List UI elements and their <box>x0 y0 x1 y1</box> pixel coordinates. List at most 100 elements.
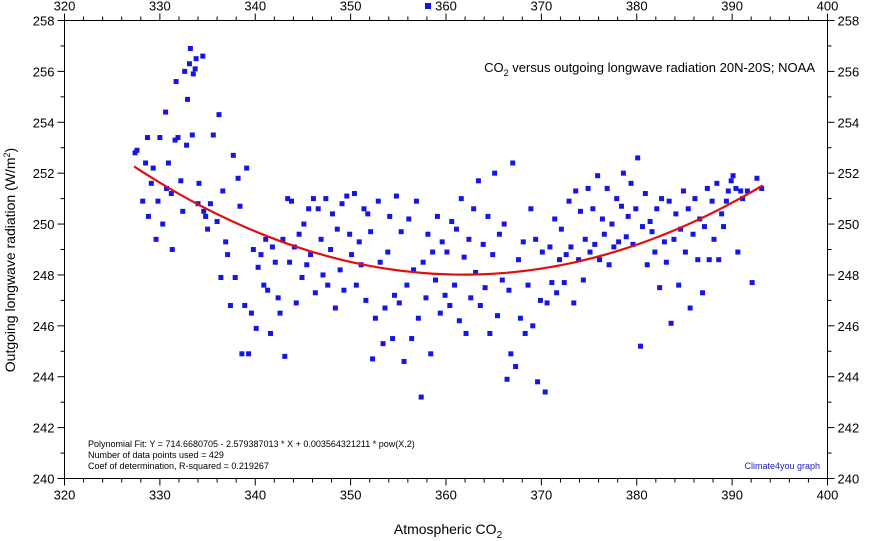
data-point <box>164 185 170 191</box>
data-point <box>172 137 178 143</box>
data-point <box>623 234 629 240</box>
data-points-count-label: Number of data points used = 429 <box>88 450 224 460</box>
data-point <box>365 211 371 217</box>
data-point <box>285 196 291 202</box>
data-point <box>661 239 667 245</box>
data-point <box>382 305 388 311</box>
y-tick-label-right: 244 <box>838 370 860 385</box>
y-tick-label-left: 258 <box>33 14 55 29</box>
data-point <box>299 274 305 280</box>
data-point <box>153 236 159 242</box>
data-point <box>576 257 582 263</box>
data-point <box>725 188 731 194</box>
data-point <box>711 236 717 242</box>
data-point <box>499 277 505 283</box>
y-tick-label-left: 250 <box>33 217 55 232</box>
data-point <box>635 155 641 161</box>
data-point <box>571 300 577 306</box>
data-point <box>288 198 294 204</box>
data-point <box>506 287 512 293</box>
data-point <box>370 356 376 362</box>
x-tick-label-top: 380 <box>626 0 648 14</box>
data-point <box>184 142 190 148</box>
data-point <box>649 229 655 235</box>
y-tick-label-left: 240 <box>33 472 55 487</box>
data-point <box>673 211 679 217</box>
data-point <box>601 231 607 237</box>
data-point <box>242 302 248 308</box>
data-point <box>393 193 399 199</box>
data-point <box>418 394 424 400</box>
data-point <box>377 259 383 265</box>
data-point <box>515 257 521 263</box>
data-point <box>293 300 299 306</box>
data-point <box>398 229 404 235</box>
data-point <box>306 206 312 212</box>
x-tick-label-bottom: 330 <box>149 488 171 503</box>
data-point <box>628 180 634 186</box>
data-point <box>277 310 283 316</box>
data-point <box>430 249 436 255</box>
data-point <box>296 231 302 237</box>
x-tick-label-top: 390 <box>721 0 743 14</box>
data-point <box>263 236 269 242</box>
data-point <box>272 259 278 265</box>
x-tick-label-bottom: 390 <box>721 488 743 503</box>
data-point <box>308 252 314 258</box>
data-point <box>406 216 412 222</box>
data-point <box>477 302 483 308</box>
data-point <box>330 211 336 217</box>
data-point <box>496 231 502 237</box>
y-tick-label-right: 258 <box>838 14 860 29</box>
axis-ticks: 320 320 330 330 340 340 350 350 360 360 370 370 380 3… <box>33 0 859 503</box>
data-point <box>740 196 746 202</box>
data-point <box>666 198 672 204</box>
data-point <box>685 206 691 212</box>
data-point <box>205 226 211 232</box>
data-point <box>566 198 572 204</box>
y-tick-label-right: 254 <box>838 115 860 130</box>
data-point <box>375 198 381 204</box>
data-point <box>563 252 569 258</box>
data-point <box>676 282 682 288</box>
y-tick-label-left: 256 <box>33 64 55 79</box>
data-point <box>225 252 231 258</box>
data-point <box>539 249 545 255</box>
data-point <box>160 221 166 227</box>
data-point <box>490 252 496 258</box>
fit-equation-label: Polynomial Fit: Y = 714.6680705 - 2.5793… <box>88 439 415 449</box>
credit-label: Climate4you graph <box>744 461 820 471</box>
data-point <box>568 244 574 250</box>
data-point <box>642 191 648 197</box>
data-point <box>423 295 429 301</box>
data-point <box>504 376 510 382</box>
fit-line <box>133 165 764 276</box>
data-point <box>323 196 329 202</box>
data-point <box>315 206 321 212</box>
data-point <box>390 336 396 342</box>
y-tick-label-right: 246 <box>838 319 860 334</box>
data-point <box>721 224 727 230</box>
data-point <box>618 203 624 209</box>
x-tick-label-bottom: 320 <box>54 488 76 503</box>
data-point <box>433 277 439 283</box>
data-point <box>280 236 286 242</box>
data-point <box>680 188 686 194</box>
data-point <box>173 79 179 85</box>
data-point <box>185 96 191 102</box>
data-point <box>487 330 493 336</box>
data-point <box>701 224 707 230</box>
data-point <box>253 325 259 331</box>
data-point <box>517 315 523 321</box>
data-point <box>535 379 541 385</box>
y-tick-label-right: 248 <box>838 268 860 283</box>
data-point <box>246 351 252 357</box>
data-point <box>250 247 256 252</box>
data-point <box>255 264 261 270</box>
data-point <box>404 282 410 288</box>
data-point <box>143 160 149 166</box>
data-point <box>391 292 397 298</box>
data-point <box>353 282 359 288</box>
data-point <box>214 219 220 225</box>
